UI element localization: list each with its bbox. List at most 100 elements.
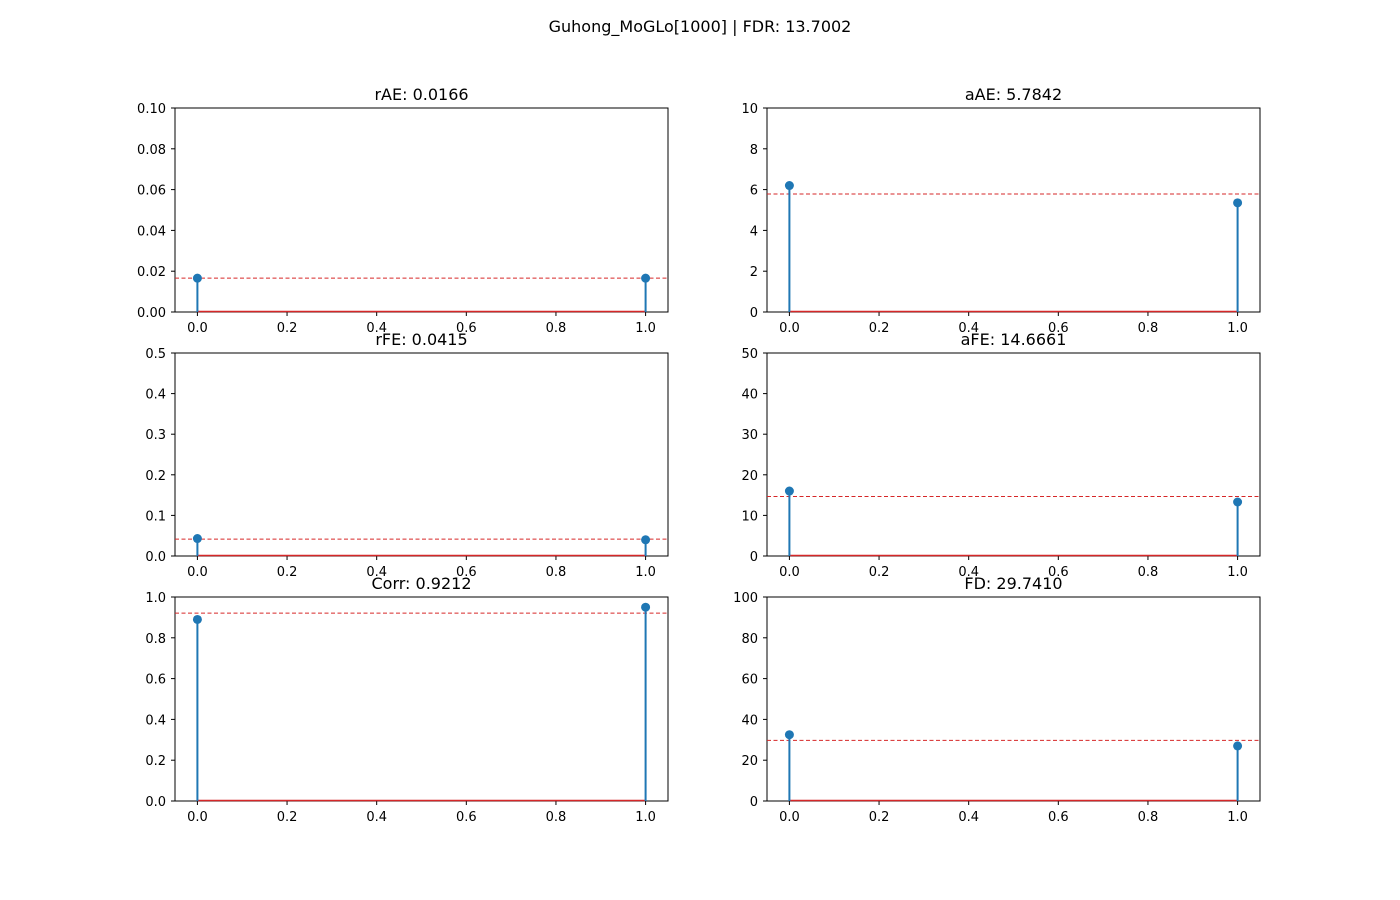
stem-marker — [1233, 741, 1243, 751]
y-tick-label: 80 — [741, 632, 758, 647]
y-tick-label: 50 — [741, 347, 758, 362]
y-tick-label: 0.3 — [145, 428, 166, 443]
y-tick-label: 100 — [733, 591, 758, 606]
stem-marker — [1233, 497, 1243, 507]
x-tick-label: 0.8 — [1138, 810, 1159, 825]
y-tick-label: 0.1 — [145, 509, 166, 524]
x-tick-label: 0.2 — [869, 565, 890, 580]
x-tick-label: 0.4 — [366, 810, 387, 825]
y-tick-label: 0 — [750, 550, 758, 565]
y-tick-label: 8 — [750, 143, 758, 158]
y-tick-label: 0.06 — [137, 184, 166, 199]
x-tick-label: 0.8 — [1138, 565, 1159, 580]
y-tick-label: 0.02 — [137, 265, 166, 280]
y-tick-label: 0 — [750, 795, 758, 810]
subplot-title: aAE: 5.7842 — [965, 85, 1062, 104]
y-tick-label: 0.5 — [145, 347, 166, 362]
x-tick-label: 1.0 — [635, 565, 656, 580]
subplot-title: Corr: 0.9212 — [371, 574, 471, 593]
x-tick-label: 0.2 — [277, 321, 298, 336]
x-tick-label: 0.0 — [187, 810, 208, 825]
x-tick-label: 0.6 — [1048, 321, 1069, 336]
y-tick-label: 1.0 — [145, 591, 166, 606]
y-tick-label: 0.4 — [145, 388, 166, 403]
x-tick-label: 0.6 — [456, 565, 477, 580]
x-tick-label: 0.4 — [958, 565, 979, 580]
y-tick-label: 10 — [741, 509, 758, 524]
subplot-title: FD: 29.7410 — [964, 574, 1062, 593]
stem-marker — [192, 534, 202, 544]
y-tick-label: 0 — [750, 306, 758, 321]
x-tick-label: 0.2 — [277, 565, 298, 580]
x-tick-label: 1.0 — [1227, 565, 1248, 580]
y-tick-label: 0.10 — [137, 102, 166, 117]
subplot-4: aFE: 14.6661 0.0 0.2 0.4 0.6 0.8 1.0 0 10 20 30 40 5… — [741, 330, 1261, 580]
x-tick-label: 1.0 — [1227, 321, 1248, 336]
stem-marker — [641, 273, 651, 283]
x-tick-label: 0.0 — [187, 565, 208, 580]
y-tick-label: 20 — [741, 469, 758, 484]
y-tick-label: 2 — [750, 265, 758, 280]
subplot-5: Corr: 0.9212 0.0 0.2 0.4 0.6 0.8 1.0 0.0 0.2 0.4 0… — [145, 574, 669, 825]
x-tick-label: 1.0 — [635, 810, 656, 825]
stem-marker — [784, 730, 794, 740]
x-tick-label: 0.8 — [546, 321, 567, 336]
x-tick-label: 0.0 — [779, 565, 800, 580]
stem-marker — [192, 614, 202, 624]
y-tick-label: 10 — [741, 102, 758, 117]
x-tick-label: 0.0 — [779, 321, 800, 336]
x-tick-label: 0.4 — [958, 321, 979, 336]
y-tick-label: 6 — [750, 184, 758, 199]
stem-marker — [192, 273, 202, 283]
y-tick-label: 20 — [741, 754, 758, 769]
y-tick-label: 0.4 — [145, 713, 166, 728]
subplot-title: rAE: 0.0166 — [374, 85, 468, 104]
y-tick-label: 40 — [741, 713, 758, 728]
y-tick-label: 0.6 — [145, 673, 166, 688]
y-tick-label: 30 — [741, 428, 758, 443]
stem-marker — [641, 535, 651, 545]
subplot-1: rAE: 0.0166 0.0 0.2 0.4 0.6 0.8 1.0 0.00 0.02 0.0… — [137, 85, 669, 336]
y-tick-label: 0.8 — [145, 632, 166, 647]
x-tick-label: 0.8 — [546, 565, 567, 580]
subplot-6: FD: 29.7410 0.0 0.2 0.4 0.6 0.8 1.0 0 20 40 60 80 10… — [733, 574, 1261, 825]
x-tick-label: 0.8 — [1138, 321, 1159, 336]
subplot-title: rFE: 0.0415 — [375, 330, 467, 349]
x-tick-label: 0.8 — [546, 810, 567, 825]
subplot-2: aAE: 5.7842 0.0 0.2 0.4 0.6 0.8 1.0 0 2 4 6 8 10 — [741, 85, 1261, 336]
y-tick-label: 60 — [741, 673, 758, 688]
x-tick-label: 0.0 — [779, 810, 800, 825]
x-tick-label: 0.2 — [869, 810, 890, 825]
stem-marker — [641, 602, 651, 612]
y-tick-label: 0.2 — [145, 469, 166, 484]
y-tick-label: 0.00 — [137, 306, 166, 321]
y-tick-label: 0.04 — [137, 224, 166, 239]
subplot-title: aFE: 14.6661 — [961, 330, 1067, 349]
y-tick-label: 0.0 — [145, 550, 166, 565]
figure-suptitle: Guhong_MoGLo[1000] | FDR: 13.7002 — [549, 17, 852, 37]
x-tick-label: 0.6 — [1048, 810, 1069, 825]
y-tick-label: 0.2 — [145, 754, 166, 769]
x-tick-label: 0.0 — [187, 321, 208, 336]
x-tick-label: 0.4 — [366, 321, 387, 336]
x-tick-label: 0.4 — [366, 565, 387, 580]
y-tick-label: 0.08 — [137, 143, 166, 158]
stem-marker — [1233, 198, 1243, 208]
x-tick-label: 0.6 — [1048, 565, 1069, 580]
x-tick-label: 0.2 — [869, 321, 890, 336]
x-tick-label: 1.0 — [1227, 810, 1248, 825]
x-tick-label: 1.0 — [635, 321, 656, 336]
x-tick-label: 0.4 — [958, 810, 979, 825]
x-tick-label: 0.6 — [456, 810, 477, 825]
x-tick-label: 0.6 — [456, 321, 477, 336]
subplot-3: rFE: 0.0415 0.0 0.2 0.4 0.6 0.8 1.0 0.0 0.1 0.2 0.… — [145, 330, 669, 580]
y-tick-label: 40 — [741, 388, 758, 403]
stem-marker — [784, 486, 794, 496]
x-tick-label: 0.2 — [277, 810, 298, 825]
stem-marker — [784, 181, 794, 191]
y-tick-label: 4 — [750, 224, 758, 239]
y-tick-label: 0.0 — [145, 795, 166, 810]
